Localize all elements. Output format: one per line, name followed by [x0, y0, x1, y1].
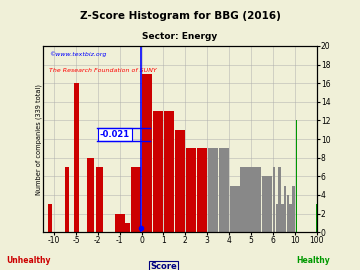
Text: Score: Score: [150, 262, 177, 270]
Bar: [276, 204, 278, 232]
Text: Z-Score Histogram for BBG (2016): Z-Score Histogram for BBG (2016): [80, 11, 280, 21]
Bar: [278, 167, 281, 232]
Bar: [164, 111, 174, 232]
Bar: [230, 186, 239, 232]
Bar: [115, 214, 125, 232]
Bar: [281, 204, 284, 232]
Bar: [240, 167, 251, 232]
Bar: [273, 167, 275, 232]
Text: -0.021: -0.021: [100, 130, 130, 139]
Bar: [87, 158, 94, 232]
Bar: [131, 167, 141, 232]
Bar: [65, 167, 69, 232]
Bar: [74, 83, 80, 232]
Bar: [289, 204, 292, 232]
Bar: [251, 167, 261, 232]
Text: Unhealthy: Unhealthy: [6, 256, 51, 265]
Bar: [142, 74, 152, 232]
Bar: [96, 167, 103, 232]
Text: Sector: Energy: Sector: Energy: [142, 32, 218, 41]
Bar: [208, 148, 218, 232]
Bar: [48, 204, 52, 232]
Bar: [219, 148, 229, 232]
Bar: [120, 223, 130, 232]
Bar: [284, 186, 286, 232]
Text: ©www.textbiz.org: ©www.textbiz.org: [49, 52, 106, 57]
Text: Healthy: Healthy: [296, 256, 330, 265]
Bar: [262, 176, 273, 232]
Bar: [197, 148, 207, 232]
Y-axis label: Number of companies (339 total): Number of companies (339 total): [35, 83, 42, 195]
Bar: [153, 111, 163, 232]
Bar: [186, 148, 196, 232]
Bar: [287, 195, 289, 232]
Bar: [175, 130, 185, 232]
Text: The Research Foundation of SUNY: The Research Foundation of SUNY: [49, 68, 157, 73]
Bar: [292, 186, 294, 232]
